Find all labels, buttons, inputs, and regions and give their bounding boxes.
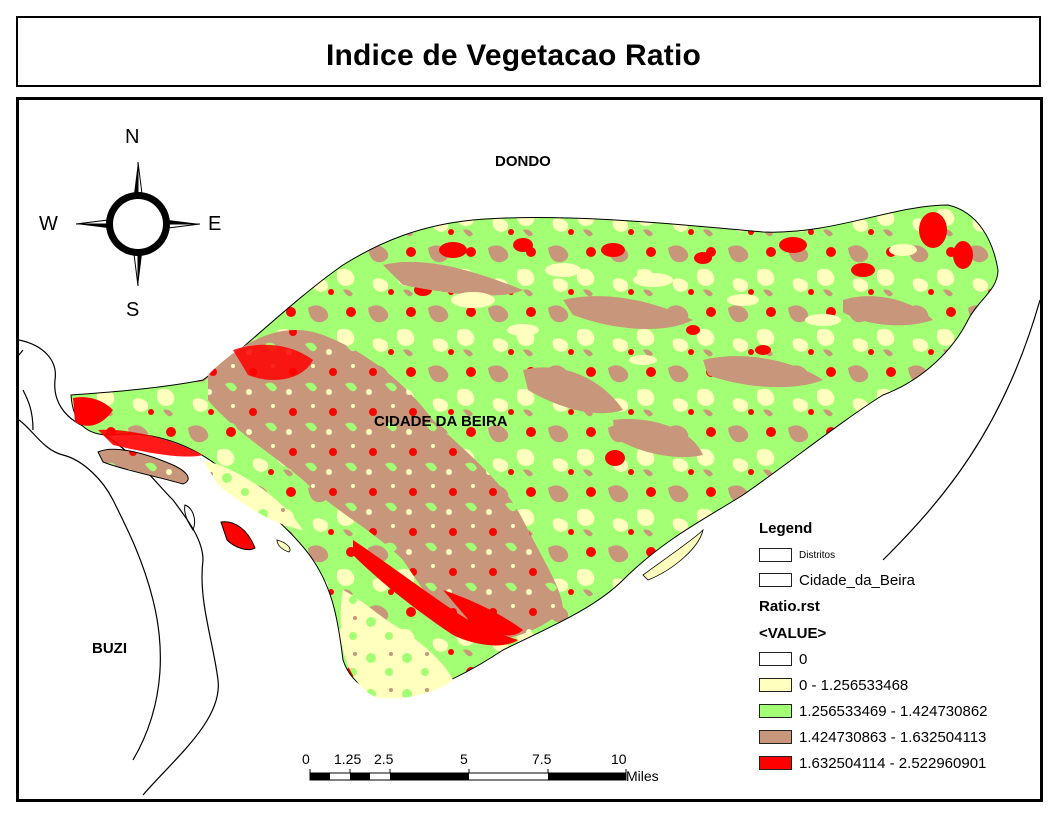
compass-s: S xyxy=(126,299,140,321)
legend-swatch xyxy=(759,652,792,666)
brown-patches xyxy=(383,261,933,458)
legend-label: Cidade_da_Beira xyxy=(799,572,915,589)
beira-landmass xyxy=(70,204,999,697)
map-frame: DONDO CIDADE DA BEIRA BUZI N S E W 0 1.2… xyxy=(16,97,1043,802)
scale-tick-4: 7.5 xyxy=(532,751,552,767)
legend-swatch xyxy=(759,548,792,562)
compass-w: W xyxy=(39,213,58,235)
legend-raster-name: Ratio.rst xyxy=(759,598,820,615)
label-buzi: BUZI xyxy=(92,640,127,657)
label-cidade-da-beira: CIDADE DA BEIRA xyxy=(374,413,508,430)
scale-unit: Miles xyxy=(626,768,659,784)
scale-bar xyxy=(309,769,627,781)
district-outlines xyxy=(19,299,1040,796)
legend-label: 0 xyxy=(799,651,808,668)
scale-tick-0: 0 xyxy=(302,751,310,767)
map-canvas xyxy=(19,161,1040,796)
title-box: Indice de Vegetacao Ratio xyxy=(16,16,1041,87)
island-4 xyxy=(276,539,291,553)
legend-label: 1.632504114 - 2.522960901 xyxy=(799,755,987,772)
legend-label: Distritos xyxy=(799,550,836,561)
legend-label: 1.256533469 - 1.424730862 xyxy=(799,703,988,720)
label-dondo: DONDO xyxy=(495,153,551,170)
legend-swatch xyxy=(759,756,792,770)
compass-n: N xyxy=(125,126,140,148)
pale-patches xyxy=(451,244,917,365)
legend-swatch xyxy=(759,573,792,587)
legend-label: 1.424730863 - 1.632504113 xyxy=(799,729,987,746)
island-2 xyxy=(220,521,256,551)
island-1 xyxy=(97,448,189,485)
map-title: Indice de Vegetacao Ratio xyxy=(325,39,702,72)
legend-field: <VALUE> xyxy=(759,625,827,642)
scale-tick-1: 1.25 xyxy=(334,751,362,767)
legend-swatch xyxy=(759,678,792,692)
scale-tick-3: 5 xyxy=(460,751,468,767)
red-patches xyxy=(414,212,973,466)
legend-title: Legend xyxy=(759,520,813,537)
island-5 xyxy=(642,528,704,581)
legend-label: 0 - 1.256533468 xyxy=(799,677,909,694)
island-3 xyxy=(184,504,196,532)
legend-swatch xyxy=(759,704,792,718)
urban-zone xyxy=(208,329,563,641)
scale-tick-5: 10 xyxy=(611,751,627,767)
legend-swatch xyxy=(759,730,792,744)
compass-e: E xyxy=(208,213,222,235)
south-tip xyxy=(340,590,453,699)
scale-tick-2: 2.5 xyxy=(374,751,394,767)
compass-rose xyxy=(75,161,201,287)
